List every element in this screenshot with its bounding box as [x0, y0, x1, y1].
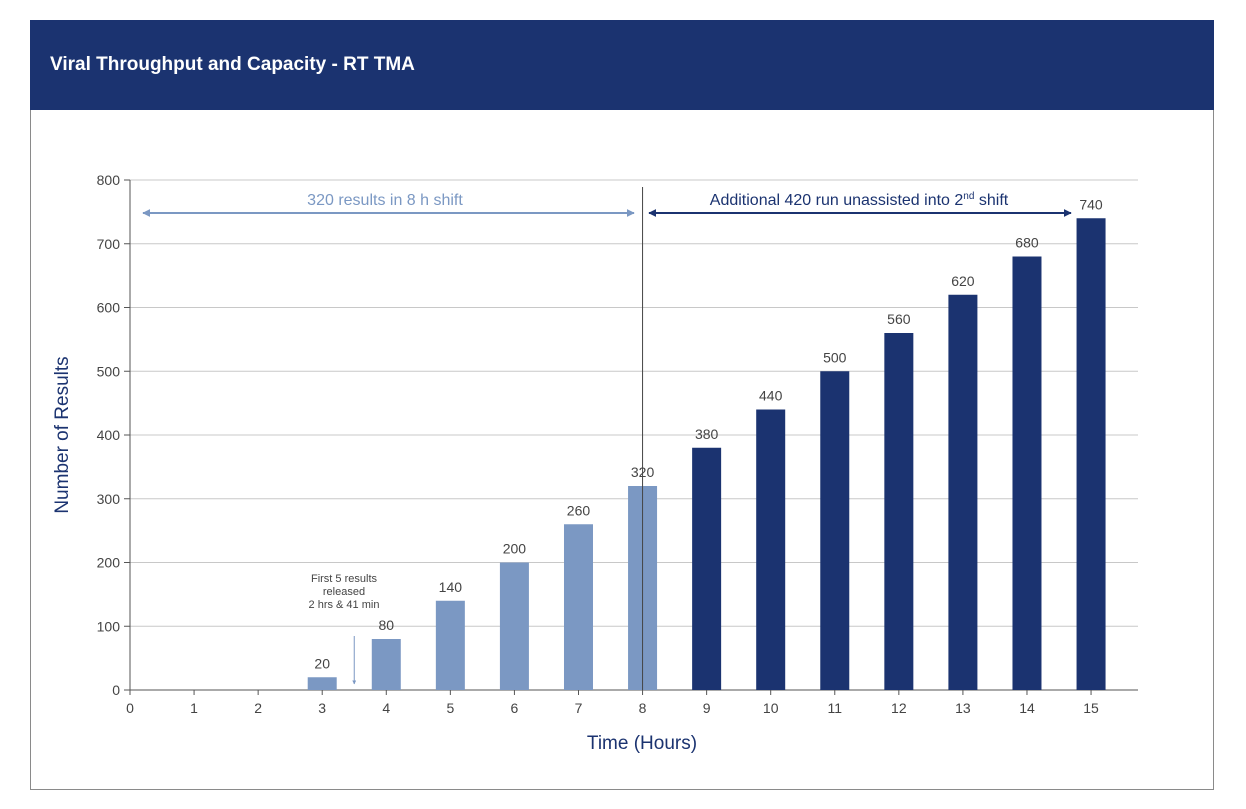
x-tick-label: 8: [639, 700, 647, 716]
y-tick-label: 400: [97, 427, 121, 443]
x-tick-label: 9: [703, 700, 711, 716]
bar: [1076, 218, 1106, 690]
bar-value-label: 620: [951, 273, 975, 289]
bar: [756, 409, 786, 690]
bar-value-label: 440: [759, 388, 783, 404]
y-tick-label: 500: [97, 363, 121, 379]
y-axis-label: Number of Results: [52, 356, 73, 513]
release-note-line: released: [323, 586, 365, 598]
x-tick-label: 13: [955, 700, 971, 716]
x-axis-label: Time (Hours): [587, 733, 697, 754]
bar: [563, 524, 593, 690]
y-tick-label: 700: [97, 236, 121, 252]
x-tick-label: 3: [318, 700, 326, 716]
bar-value-label: 560: [887, 311, 911, 327]
x-tick-label: 14: [1019, 700, 1035, 716]
header-bar: Viral Throughput and Capacity - RT TMA: [30, 20, 1214, 110]
x-tick-label: 5: [446, 700, 454, 716]
x-tick-label: 12: [891, 700, 907, 716]
x-tick-label: 10: [763, 700, 779, 716]
bar: [499, 562, 529, 690]
x-tick-label: 6: [511, 700, 519, 716]
bar-value-label: 80: [378, 617, 394, 633]
x-tick-label: 1: [190, 700, 198, 716]
bar-value-label: 200: [503, 541, 527, 557]
bar: [435, 600, 465, 690]
x-tick-label: 11: [827, 700, 842, 716]
release-note-line: 2 hrs & 41 min: [309, 599, 380, 611]
bar-value-label: 740: [1079, 196, 1103, 212]
release-note-line: First 5 results: [311, 573, 378, 585]
bar-value-label: 680: [1015, 235, 1039, 251]
bar-value-label: 380: [695, 426, 719, 442]
y-tick-label: 300: [97, 491, 121, 507]
y-tick-label: 100: [97, 618, 121, 634]
first-shift-span-label: 320 results in 8 h shift: [307, 192, 463, 209]
bar: [1012, 256, 1042, 690]
bar-value-label: 500: [823, 349, 847, 365]
x-tick-label: 15: [1083, 700, 1099, 716]
x-tick-label: 7: [575, 700, 583, 716]
bar: [371, 639, 401, 690]
x-tick-label: 4: [382, 700, 390, 716]
bar: [948, 294, 978, 690]
y-tick-label: 0: [112, 682, 120, 698]
bar: [820, 371, 850, 690]
bar-value-label: 260: [567, 502, 591, 518]
y-tick-label: 200: [97, 555, 121, 571]
x-tick-label: 2: [254, 700, 262, 716]
bar-value-label: 20: [314, 655, 330, 671]
second-shift-span-label: Additional 420 run unassisted into 2nd s…: [710, 191, 1009, 209]
chart-title: Viral Throughput and Capacity - RT TMA: [50, 54, 415, 75]
bar: [307, 677, 337, 690]
x-tick-label: 0: [126, 700, 134, 716]
y-tick-label: 600: [97, 300, 121, 316]
bar: [692, 447, 722, 690]
bar-value-label: 140: [439, 579, 463, 595]
y-tick-label: 800: [97, 172, 121, 188]
bar: [884, 333, 914, 690]
